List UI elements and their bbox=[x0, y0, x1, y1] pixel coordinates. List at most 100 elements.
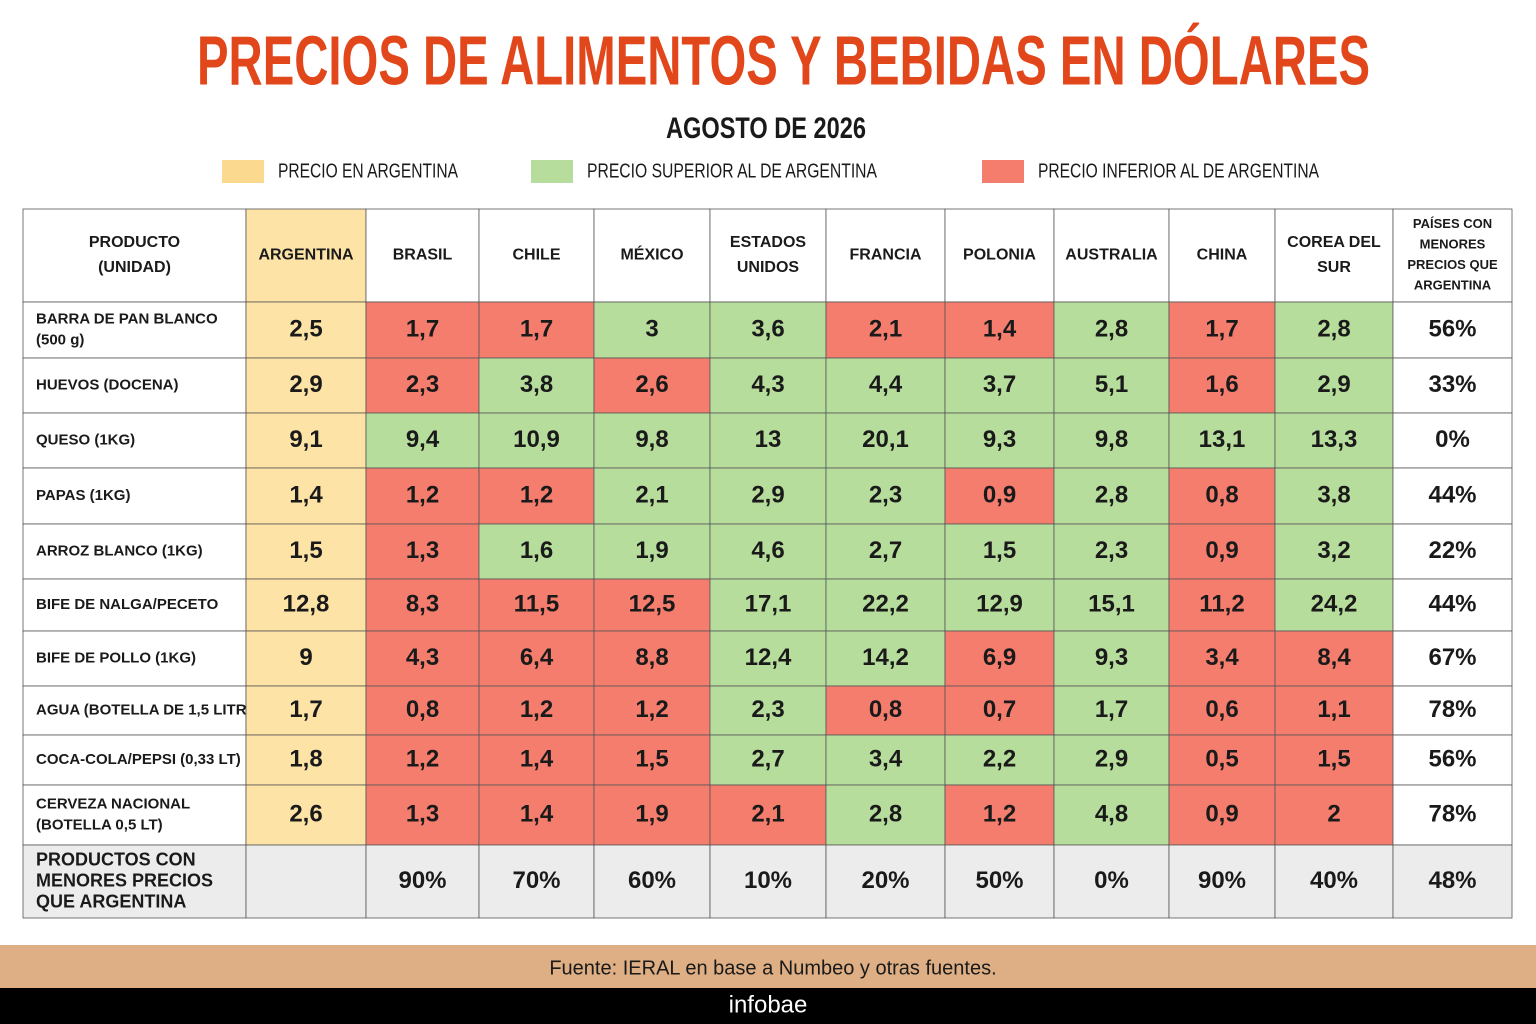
cell bbox=[593, 844, 711, 919]
cell bbox=[709, 630, 827, 687]
cell-value: 0,8 bbox=[869, 696, 902, 723]
cell-text: CHINA bbox=[1197, 247, 1248, 264]
cell-value: 3 bbox=[645, 315, 658, 342]
cell bbox=[709, 685, 827, 736]
cell-text: COCA-COLA/PEPSI (0,33 LT) bbox=[36, 751, 241, 768]
cell bbox=[709, 467, 827, 525]
cell bbox=[944, 685, 1055, 736]
cell-value: 1,5 bbox=[983, 537, 1016, 564]
cell bbox=[709, 301, 827, 359]
cell bbox=[944, 523, 1055, 580]
cell bbox=[245, 734, 367, 786]
cell bbox=[825, 734, 946, 786]
cell-value: 2,9 bbox=[289, 371, 322, 398]
cell-value: 1,2 bbox=[520, 481, 553, 508]
brand: infobae bbox=[729, 991, 808, 1018]
cell-text: (500 g) bbox=[36, 331, 84, 348]
cell-value: 1,7 bbox=[406, 315, 439, 342]
cell-value: 4,6 bbox=[751, 537, 784, 564]
cell-value: 1,7 bbox=[1095, 696, 1128, 723]
source: Fuente: IERAL en base a Numbeo y otras f… bbox=[549, 957, 996, 979]
cell bbox=[593, 467, 711, 525]
cell bbox=[1168, 685, 1276, 736]
cell-value: 2,6 bbox=[635, 371, 668, 398]
cell bbox=[478, 523, 595, 580]
summary-value: 90% bbox=[1198, 867, 1246, 894]
cell-value: 12,4 bbox=[745, 644, 792, 671]
cell-value: 2,8 bbox=[869, 800, 902, 827]
cell bbox=[825, 357, 946, 414]
cell-value: 1,2 bbox=[406, 745, 439, 772]
cell-value: 12,5 bbox=[629, 590, 676, 617]
cell-value: 9,3 bbox=[983, 426, 1016, 453]
cell bbox=[1274, 844, 1394, 919]
cell bbox=[365, 523, 480, 580]
cell bbox=[365, 357, 480, 414]
legend-label: PRECIO SUPERIOR AL DE ARGENTINA bbox=[587, 160, 878, 182]
cell-value: 13,1 bbox=[1199, 426, 1246, 453]
cell-text: AUSTRALIA bbox=[1065, 247, 1158, 264]
cell-value: 3,8 bbox=[1317, 481, 1350, 508]
summary-value: 50% bbox=[975, 867, 1023, 894]
cell-value: 3,6 bbox=[751, 315, 784, 342]
cell bbox=[22, 467, 247, 525]
cell bbox=[825, 630, 946, 687]
cell-value: 3,8 bbox=[520, 371, 553, 398]
cell bbox=[22, 734, 247, 786]
summary-value: 40% bbox=[1310, 867, 1358, 894]
cell bbox=[478, 844, 595, 919]
cell bbox=[1392, 734, 1513, 786]
cell-value: 1,3 bbox=[406, 800, 439, 827]
cell-share: 67% bbox=[1428, 644, 1476, 671]
cell-value: 1,7 bbox=[1205, 315, 1238, 342]
cell-value: 1,6 bbox=[520, 537, 553, 564]
cell-value: 9,4 bbox=[406, 426, 440, 453]
cell-value: 0,7 bbox=[983, 696, 1016, 723]
cell-value: 2,3 bbox=[406, 371, 439, 398]
cell-value: 8,4 bbox=[1317, 644, 1351, 671]
cell-value: 1,6 bbox=[1205, 371, 1238, 398]
cell bbox=[22, 412, 247, 469]
cell-text: MENORES PRECIOS bbox=[36, 870, 213, 890]
cell bbox=[365, 844, 480, 919]
cell bbox=[709, 784, 827, 846]
cell bbox=[1392, 357, 1513, 414]
cell bbox=[593, 412, 711, 469]
cell-value: 15,1 bbox=[1088, 590, 1135, 617]
cell bbox=[1274, 357, 1394, 414]
cell bbox=[365, 578, 480, 632]
cell-value: 1,1 bbox=[1317, 696, 1350, 723]
source-band bbox=[0, 945, 1536, 988]
cell-text: HUEVOS (DOCENA) bbox=[36, 376, 179, 393]
cell-value: 2,2 bbox=[983, 745, 1016, 772]
cell-value: 1,5 bbox=[1317, 745, 1350, 772]
cell-text: ARROZ BLANCO (1KG) bbox=[36, 542, 203, 559]
cell bbox=[478, 734, 595, 786]
cell-value: 12,8 bbox=[283, 590, 330, 617]
cell bbox=[593, 578, 711, 632]
cell bbox=[709, 208, 827, 303]
cell-value: 9,1 bbox=[289, 426, 322, 453]
cell bbox=[365, 685, 480, 736]
summary-value: 10% bbox=[744, 867, 792, 894]
cell bbox=[1274, 208, 1394, 303]
cell bbox=[944, 844, 1055, 919]
cell-value: 2,1 bbox=[751, 800, 784, 827]
cell bbox=[825, 301, 946, 359]
cell bbox=[825, 844, 946, 919]
cell bbox=[1053, 301, 1170, 359]
cell-text: PRECIOS QUE bbox=[1407, 257, 1498, 272]
cell-text: POLONIA bbox=[963, 247, 1036, 264]
cell-value: 12,9 bbox=[976, 590, 1023, 617]
cell-share: 33% bbox=[1428, 371, 1476, 398]
cell-value: 2,3 bbox=[869, 481, 902, 508]
cell bbox=[944, 630, 1055, 687]
cell-text: PAPAS (1KG) bbox=[36, 487, 130, 504]
cell-value: 1,4 bbox=[289, 481, 323, 508]
cell bbox=[944, 208, 1055, 303]
cell bbox=[478, 685, 595, 736]
cell-text: MENORES bbox=[1420, 237, 1486, 252]
cell-value: 0,8 bbox=[1205, 481, 1238, 508]
cell bbox=[478, 357, 595, 414]
